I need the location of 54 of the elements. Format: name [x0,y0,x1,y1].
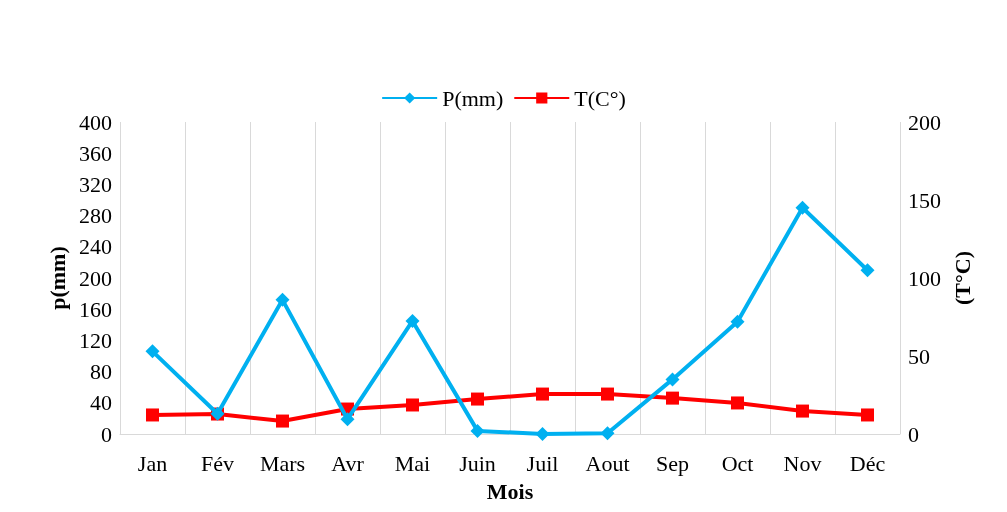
y2-tick-label: 200 [908,109,941,135]
point [405,313,420,328]
point [276,414,289,428]
point [535,427,550,441]
point [536,387,549,401]
point [665,372,680,387]
y2-tick-label: 150 [908,187,941,213]
point [470,423,485,438]
point [730,314,745,329]
y-tick-label: 240 [79,234,112,260]
x-tick-label: Mars [259,450,306,476]
point [406,398,419,412]
point [731,396,744,410]
y-tick-label: 280 [79,203,112,229]
y-tick-label: 40 [90,390,112,416]
point [275,292,290,307]
x-tick-label: Fév [201,450,234,476]
y-tick-label: 400 [79,109,112,135]
point [860,263,875,278]
x-tick-label: Déc [849,450,886,476]
x-tick-label: Juil [526,450,559,476]
point [146,408,159,422]
legend-label: P(mm) [442,85,504,111]
y-axis-title: p(mm) [44,246,70,310]
y-tick-label: 360 [79,140,112,166]
x-tick-label: Aout [585,450,630,476]
point [795,200,810,215]
y-tick-label: 120 [79,327,112,353]
point [600,426,615,441]
x-tick-label: Juin [459,450,496,476]
x-tick-label: Nov [783,450,822,476]
point [601,387,614,401]
y-tick-label: 0 [101,421,112,447]
y2-axis-title: (T°C) [950,250,976,306]
y2-tick-label: 50 [908,343,930,369]
y-tick-label: 320 [79,171,112,197]
y-tick-label: 200 [79,265,112,291]
point [861,408,874,422]
x-tick-label: Jan [137,450,168,476]
legend-label: T(C°) [574,85,626,111]
x-tick-label: Oct [721,450,754,476]
x-axis-title: Mois [486,478,534,504]
y2-tick-label: 0 [908,421,919,447]
point [796,404,809,418]
point [471,392,484,406]
y-tick-label: 80 [90,359,112,385]
x-tick-label: Mai [394,450,431,476]
point [666,391,679,405]
x-tick-label: Avr [331,450,365,476]
y2-tick-label: 100 [908,265,941,291]
y-tick-label: 160 [79,296,112,322]
point [340,412,355,427]
x-tick-label: Sep [656,450,689,476]
point [145,344,160,359]
